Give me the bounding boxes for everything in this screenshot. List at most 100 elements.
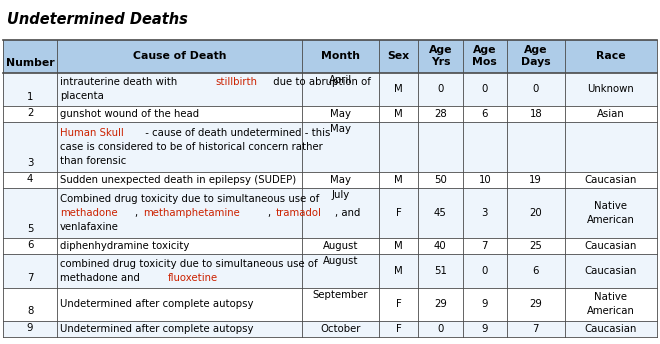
Text: intrauterine death with: intrauterine death with	[60, 77, 181, 87]
Text: Sex: Sex	[387, 51, 410, 61]
Bar	[3, 189, 657, 238]
Text: 29: 29	[529, 299, 543, 309]
Text: Number: Number	[6, 58, 54, 68]
Text: Month: Month	[321, 51, 360, 61]
Text: 6: 6	[27, 240, 34, 250]
Text: 51: 51	[434, 266, 447, 276]
Text: Caucasian: Caucasian	[585, 241, 637, 251]
Bar	[3, 288, 657, 321]
Text: placenta: placenta	[60, 91, 104, 101]
Bar	[3, 73, 657, 106]
Text: 9: 9	[482, 299, 488, 309]
Text: 5: 5	[27, 224, 34, 234]
Bar	[3, 106, 657, 122]
Bar	[3, 172, 657, 189]
Text: Caucasian: Caucasian	[585, 324, 637, 334]
Text: - cause of death undetermined - this: - cause of death undetermined - this	[143, 128, 331, 138]
Text: 7: 7	[482, 241, 488, 251]
Text: 19: 19	[529, 175, 543, 185]
Text: M: M	[394, 175, 403, 185]
Text: 8: 8	[27, 307, 33, 316]
Text: 3: 3	[482, 208, 488, 218]
Text: August: August	[323, 257, 358, 267]
Text: M: M	[394, 266, 403, 276]
Text: Age
Mos: Age Mos	[473, 45, 497, 67]
Text: Race: Race	[596, 51, 626, 61]
Bar	[3, 321, 657, 337]
Text: 0: 0	[533, 84, 539, 94]
Text: , and: , and	[335, 208, 360, 218]
Text: 40: 40	[434, 241, 447, 251]
Text: Native: Native	[594, 292, 627, 302]
Text: M: M	[394, 109, 403, 119]
Text: 45: 45	[434, 208, 447, 218]
Text: ,: ,	[135, 208, 141, 218]
Text: fluoxetine: fluoxetine	[168, 273, 218, 283]
Text: 6: 6	[482, 109, 488, 119]
Text: 0: 0	[482, 266, 488, 276]
Text: than forensic: than forensic	[60, 156, 127, 166]
Text: 20: 20	[529, 208, 543, 218]
Text: methadone: methadone	[60, 208, 117, 218]
Text: case is considered to be of historical concern rather: case is considered to be of historical c…	[60, 142, 323, 152]
Text: 3: 3	[27, 158, 33, 168]
Text: 0: 0	[482, 84, 488, 94]
Text: methamphetamine: methamphetamine	[143, 208, 240, 218]
Text: M: M	[394, 84, 403, 94]
Bar	[3, 238, 657, 255]
Text: American: American	[587, 215, 634, 225]
Text: Undetermined Deaths: Undetermined Deaths	[7, 12, 187, 27]
Text: 7: 7	[27, 273, 34, 283]
Text: 7: 7	[533, 324, 539, 334]
Text: 9: 9	[482, 324, 488, 334]
Text: Asian: Asian	[597, 109, 624, 119]
Text: 28: 28	[434, 109, 447, 119]
Text: Cause of Death: Cause of Death	[133, 51, 226, 61]
Text: Caucasian: Caucasian	[585, 266, 637, 276]
Text: 2: 2	[27, 108, 33, 118]
Text: tramadol: tramadol	[276, 208, 321, 218]
Text: F: F	[396, 208, 401, 218]
Bar	[3, 122, 657, 172]
Text: Age
Yrs: Age Yrs	[429, 45, 452, 67]
Text: 6: 6	[533, 266, 539, 276]
Text: Caucasian: Caucasian	[585, 175, 637, 185]
Text: diphenhydramine toxicity: diphenhydramine toxicity	[60, 241, 189, 251]
Text: stillbirth: stillbirth	[216, 77, 257, 87]
Text: 50: 50	[434, 175, 447, 185]
Text: 0: 0	[437, 84, 444, 94]
Text: due to abruption of: due to abruption of	[270, 77, 371, 87]
Text: Sudden unexpected death in epilepsy (SUDEP): Sudden unexpected death in epilepsy (SUD…	[60, 175, 296, 185]
Text: Age
Days: Age Days	[521, 45, 550, 67]
Bar	[3, 255, 657, 288]
Text: American: American	[587, 306, 634, 316]
Text: M: M	[394, 241, 403, 251]
Text: 1: 1	[27, 92, 33, 101]
Text: Combined drug toxicity due to simultaneous use of: Combined drug toxicity due to simultaneo…	[60, 194, 319, 204]
Text: 10: 10	[478, 175, 491, 185]
Text: August: August	[323, 241, 358, 251]
Text: methadone and: methadone and	[60, 273, 143, 283]
Text: Human Skull: Human Skull	[60, 128, 124, 138]
Text: 0: 0	[437, 324, 444, 334]
Text: May: May	[330, 175, 351, 185]
Text: 18: 18	[529, 109, 543, 119]
Text: July: July	[331, 190, 350, 200]
Text: venlafaxine: venlafaxine	[60, 222, 119, 232]
Text: ,: ,	[267, 208, 274, 218]
Text: combined drug toxicity due to simultaneous use of: combined drug toxicity due to simultaneo…	[60, 259, 318, 269]
Text: 9: 9	[27, 323, 34, 333]
Text: F: F	[396, 324, 401, 334]
Text: 29: 29	[434, 299, 447, 309]
Text: October: October	[320, 324, 360, 334]
Text: May: May	[330, 109, 351, 119]
Text: Undetermined after complete autopsy: Undetermined after complete autopsy	[60, 299, 253, 309]
Text: September: September	[313, 290, 368, 300]
Text: Native: Native	[594, 201, 627, 211]
Text: May: May	[330, 124, 351, 134]
Text: April: April	[329, 75, 352, 85]
Text: 4: 4	[27, 174, 33, 184]
Text: F: F	[396, 299, 401, 309]
Text: Undetermined after complete autopsy: Undetermined after complete autopsy	[60, 324, 253, 334]
Text: Unknown: Unknown	[587, 84, 634, 94]
